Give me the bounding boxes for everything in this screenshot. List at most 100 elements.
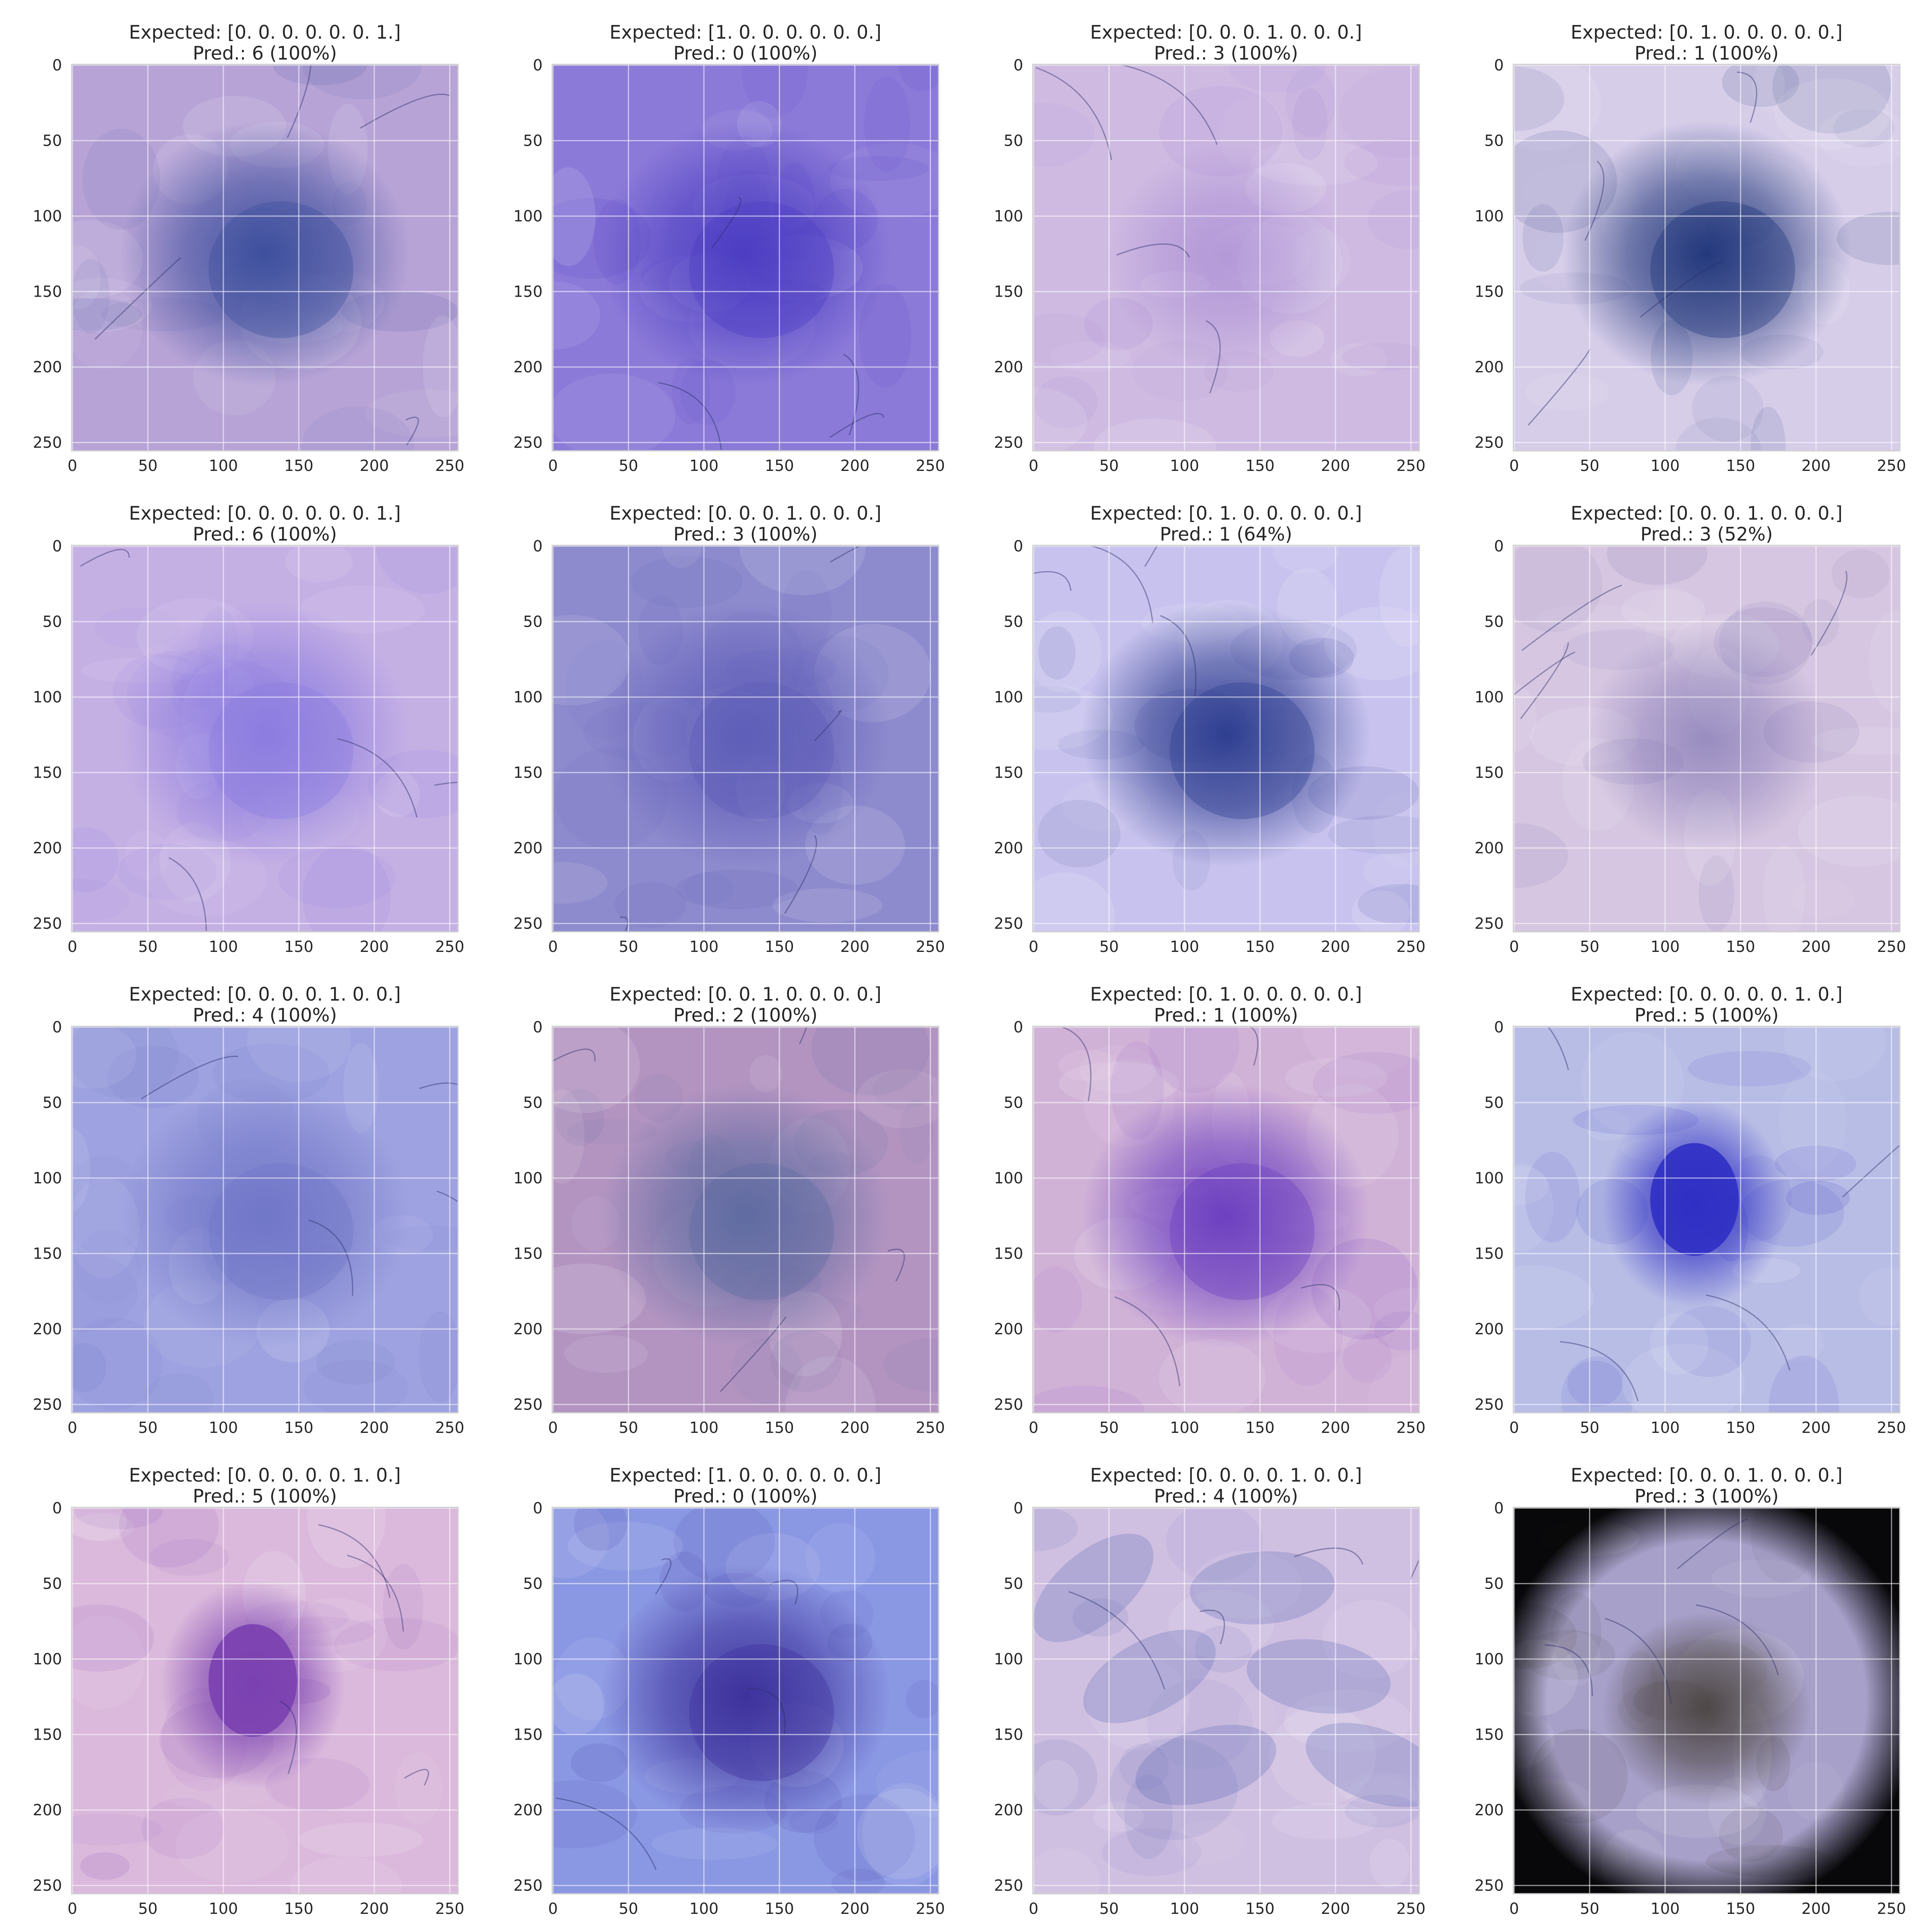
y-tick-label: 50 [1004,613,1023,630]
x-tick-label: 150 [765,1900,794,1918]
dermoscopy-image [1033,1026,1419,1413]
x-tick-label: 0 [548,457,558,475]
panel-expected-label: Expected: [0. 1. 0. 0. 0. 0. 0.] [1090,983,1362,1005]
y-tick-label: 250 [994,914,1023,932]
y-tick-label: 50 [523,613,543,630]
y-tick-label: 250 [1474,1395,1504,1413]
x-tick-label: 250 [1877,457,1906,475]
x-tick-label: 100 [689,1419,719,1437]
y-tick-label: 100 [994,1650,1023,1668]
x-tick-label: 150 [1245,457,1275,475]
x-tick-label: 250 [1396,938,1426,956]
y-tick-label: 0 [52,56,62,74]
panel-expected-label: Expected: [0. 1. 0. 0. 0. 0. 0.] [1090,502,1362,524]
x-tick-label: 100 [1651,457,1680,475]
axes-frame [71,1507,459,1895]
y-tick-label: 250 [994,1876,1023,1894]
x-tick-label: 150 [284,1419,314,1437]
x-tick-label: 50 [1099,1419,1119,1437]
x-tick-label: 50 [1099,457,1119,475]
panel-16: Expected: [0. 0. 0. 1. 0. 0. 0.]Pred.: 3… [1474,1464,1906,1918]
y-tick-label: 50 [43,132,62,149]
y-tick-label: 200 [994,1801,1023,1819]
x-tick-label: 250 [1396,1900,1426,1918]
x-tick-label: 0 [548,1900,558,1918]
dermoscopy-image [1513,64,1900,451]
x-tick-label: 150 [1245,1900,1275,1918]
panel-pred-label: Pred.: 5 (100%) [1635,1004,1779,1026]
x-tick-label: 150 [1726,457,1755,475]
x-tick-label: 50 [1099,1900,1119,1918]
y-tick-label: 150 [994,764,1023,781]
x-tick-label: 200 [360,1900,389,1918]
panel-12: Expected: [0. 0. 0. 0. 0. 1. 0.]Pred.: 5… [1474,983,1906,1437]
panel-pred-label: Pred.: 3 (52%) [1640,523,1773,545]
x-tick-label: 250 [916,1419,945,1437]
x-tick-label: 200 [1321,1419,1350,1437]
axes-frame [1032,545,1420,933]
panel-pred-label: Pred.: 5 (100%) [193,1485,337,1507]
panel-pred-label: Pred.: 1 (100%) [1154,1004,1298,1026]
x-tick-label: 150 [284,1900,314,1918]
panel-8: Expected: [0. 0. 0. 1. 0. 0. 0.]Pred.: 3… [1474,502,1906,956]
x-tick-label: 50 [619,1419,638,1437]
dermoscopy-image [552,545,939,932]
x-tick-label: 250 [1396,1419,1426,1437]
x-tick-label: 250 [435,1419,464,1437]
panel-1: Expected: [0. 0. 0. 0. 0. 0. 1.]Pred.: 6… [33,21,464,475]
y-tick-label: 200 [33,1801,62,1819]
x-tick-label: 100 [1170,938,1199,956]
y-tick-label: 0 [1494,56,1504,74]
x-tick-label: 250 [1877,938,1906,956]
x-tick-label: 100 [689,938,719,956]
dermoscopy-image [72,1507,458,1894]
y-tick-label: 250 [513,1876,543,1894]
panel-expected-label: Expected: [1. 0. 0. 0. 0. 0. 0.] [609,1464,881,1486]
y-tick-label: 100 [994,688,1023,706]
y-tick-label: 0 [52,537,62,555]
panel-pred-label: Pred.: 2 (100%) [673,1004,817,1026]
y-tick-label: 250 [1474,1876,1504,1894]
panel-3: Expected: [0. 0. 0. 1. 0. 0. 0.]Pred.: 3… [994,21,1426,475]
x-tick-label: 100 [1170,1900,1199,1918]
axes-frame [1032,1507,1420,1895]
y-tick-label: 200 [33,839,62,857]
y-tick-label: 150 [33,1245,62,1262]
x-tick-label: 250 [1396,457,1426,475]
y-tick-label: 200 [1474,1320,1504,1338]
x-tick-label: 250 [435,457,464,475]
x-tick-label: 0 [68,457,77,475]
panel-pred-label: Pred.: 1 (100%) [1635,42,1779,64]
y-tick-label: 250 [994,433,1023,451]
axes-frame [71,1026,459,1414]
x-tick-label: 150 [284,938,314,956]
y-tick-label: 100 [33,207,62,225]
y-tick-label: 0 [1013,56,1023,74]
axes-frame [1513,1026,1901,1414]
x-tick-label: 100 [1651,1419,1680,1437]
x-tick-label: 100 [689,1900,719,1918]
x-tick-label: 200 [360,1419,389,1437]
panel-5: Expected: [0. 0. 0. 0. 0. 0. 1.]Pred.: 6… [33,502,464,956]
x-tick-label: 50 [1580,1900,1599,1918]
y-tick-label: 250 [33,433,62,451]
dermoscopy-image [72,545,458,932]
y-tick-label: 0 [1013,1018,1023,1036]
dermoscopy-image [1033,64,1419,451]
x-tick-label: 100 [1170,457,1199,475]
x-tick-label: 50 [138,457,157,475]
y-tick-label: 150 [994,283,1023,300]
y-tick-label: 50 [43,1094,62,1111]
axes-frame [551,1026,939,1414]
axes-frame [71,64,459,452]
x-tick-label: 200 [840,938,870,956]
axes-frame [551,545,939,933]
y-tick-label: 0 [1013,1499,1023,1517]
y-tick-label: 200 [1474,839,1504,857]
y-tick-label: 200 [1474,358,1504,376]
y-tick-label: 100 [1474,207,1504,225]
x-tick-label: 200 [840,457,870,475]
x-tick-label: 100 [689,457,719,475]
y-tick-label: 200 [33,358,62,376]
x-tick-label: 200 [1321,457,1350,475]
